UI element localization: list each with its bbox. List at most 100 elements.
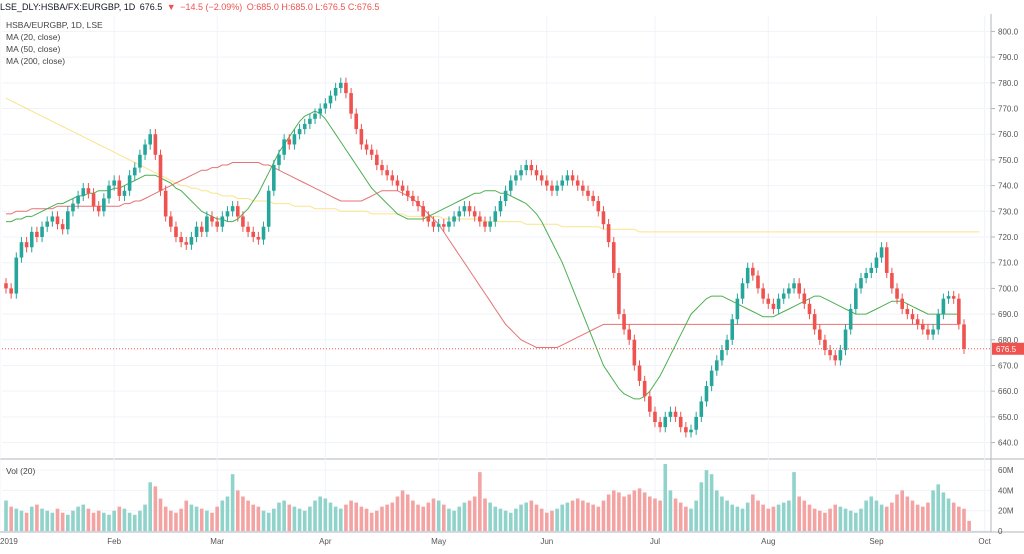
volume-bar [235, 490, 240, 531]
volume-bar [761, 504, 765, 531]
candle-body [766, 298, 771, 304]
candle-body [555, 185, 559, 191]
ma200-line [5, 97, 980, 233]
candle-body [452, 216, 456, 222]
candle-body [534, 170, 539, 176]
volume-bar [112, 510, 116, 531]
candle-body [338, 82, 343, 88]
volume-bar [9, 506, 13, 531]
volume-bar [725, 500, 729, 531]
volume-bar [828, 508, 832, 531]
candle-body [405, 190, 410, 196]
volume-bar [611, 490, 616, 531]
candle-body [941, 298, 946, 315]
candle-body [333, 87, 338, 96]
price-tick-label: 780.0 [998, 79, 1019, 88]
legend-ma200[interactable]: MA (200, close) [6, 56, 66, 66]
volume-bar [539, 508, 544, 531]
legend-ma50[interactable]: MA (50, close) [6, 44, 61, 54]
candle-body [874, 257, 879, 268]
volume-bar [467, 500, 472, 531]
candle-body [519, 170, 523, 176]
volume-bar [869, 496, 874, 531]
candle-body [462, 206, 467, 212]
candle-body [261, 226, 266, 240]
volume-bar [297, 508, 302, 531]
candle-body [45, 221, 50, 227]
volume-bar [962, 508, 966, 531]
candle-body [81, 188, 86, 196]
volume-bar [653, 498, 657, 531]
volume-bar [344, 504, 348, 531]
candle-body [689, 429, 693, 433]
price-change: −14.5 (−2.09%) [180, 2, 243, 12]
candle-body [792, 283, 796, 289]
candle-body [220, 216, 225, 227]
candle-body [112, 180, 116, 186]
candle-body [163, 190, 168, 217]
candle-body [313, 113, 317, 119]
candle-body [957, 298, 961, 325]
chart-header: LSE_DLY:HSBA/FX:EURGBP, 1D 676.5 ▼ −14.5… [0, 0, 1024, 14]
volume-bar [905, 496, 910, 531]
candle-body [416, 201, 420, 207]
volume-bar [591, 504, 595, 531]
candle-body [854, 288, 858, 309]
volume-bar [163, 506, 168, 531]
volume-bar [143, 504, 147, 531]
candle-body [905, 308, 910, 315]
volume-bar [354, 502, 359, 531]
candle-body [864, 272, 868, 279]
candle-body [570, 175, 575, 181]
volume-bar [730, 504, 735, 531]
candle-body [575, 180, 580, 186]
volume-bar [581, 500, 585, 531]
candle-body [838, 350, 843, 361]
legend-volume[interactable]: Vol (20) [6, 466, 36, 476]
candle-body [545, 180, 549, 186]
candle-body [148, 134, 153, 145]
volume-bar [45, 510, 50, 531]
candle-body [648, 396, 652, 412]
candle-body [920, 324, 925, 330]
candle-body [50, 216, 55, 222]
candle-body [879, 247, 884, 258]
time-tick-label: Aug [761, 537, 775, 546]
volume-bar [189, 504, 194, 531]
candle-body [884, 247, 889, 273]
candle-body [823, 339, 827, 351]
candle-body [215, 221, 219, 227]
volume-bar [781, 502, 786, 531]
price-tick-label: 650.0 [998, 413, 1019, 422]
volume-bar [957, 506, 961, 531]
volume-bar [524, 502, 529, 531]
volume-bar [843, 508, 848, 531]
volume-bar [169, 510, 173, 531]
candle-body [76, 195, 80, 204]
volume-bar [29, 506, 34, 531]
volume-bar [596, 506, 601, 531]
volume-bar [153, 486, 158, 531]
candle-body [132, 167, 137, 176]
volume-bar [179, 508, 183, 531]
volume-bar [545, 512, 549, 531]
candle-body [694, 416, 698, 430]
candle-body [946, 296, 951, 299]
candle-body [797, 283, 801, 294]
volume-bar [678, 502, 683, 531]
volume-bar [215, 506, 219, 531]
volume-bar [915, 504, 920, 531]
legend-ma20[interactable]: MA (20, close) [6, 32, 61, 42]
volume-bar [514, 508, 518, 531]
candle-body [91, 193, 96, 207]
candle-body [843, 329, 848, 351]
candle-body [297, 129, 302, 135]
volume-bar [66, 514, 70, 531]
candle-body [354, 113, 359, 130]
legend-symbol: HSBA/EURGBP, 1D, LSE [6, 20, 103, 30]
price-tick-label: 690.0 [998, 310, 1019, 319]
volume-bar [292, 506, 297, 531]
volume-bar [411, 500, 415, 531]
price-tick-label: 750.0 [998, 156, 1019, 165]
